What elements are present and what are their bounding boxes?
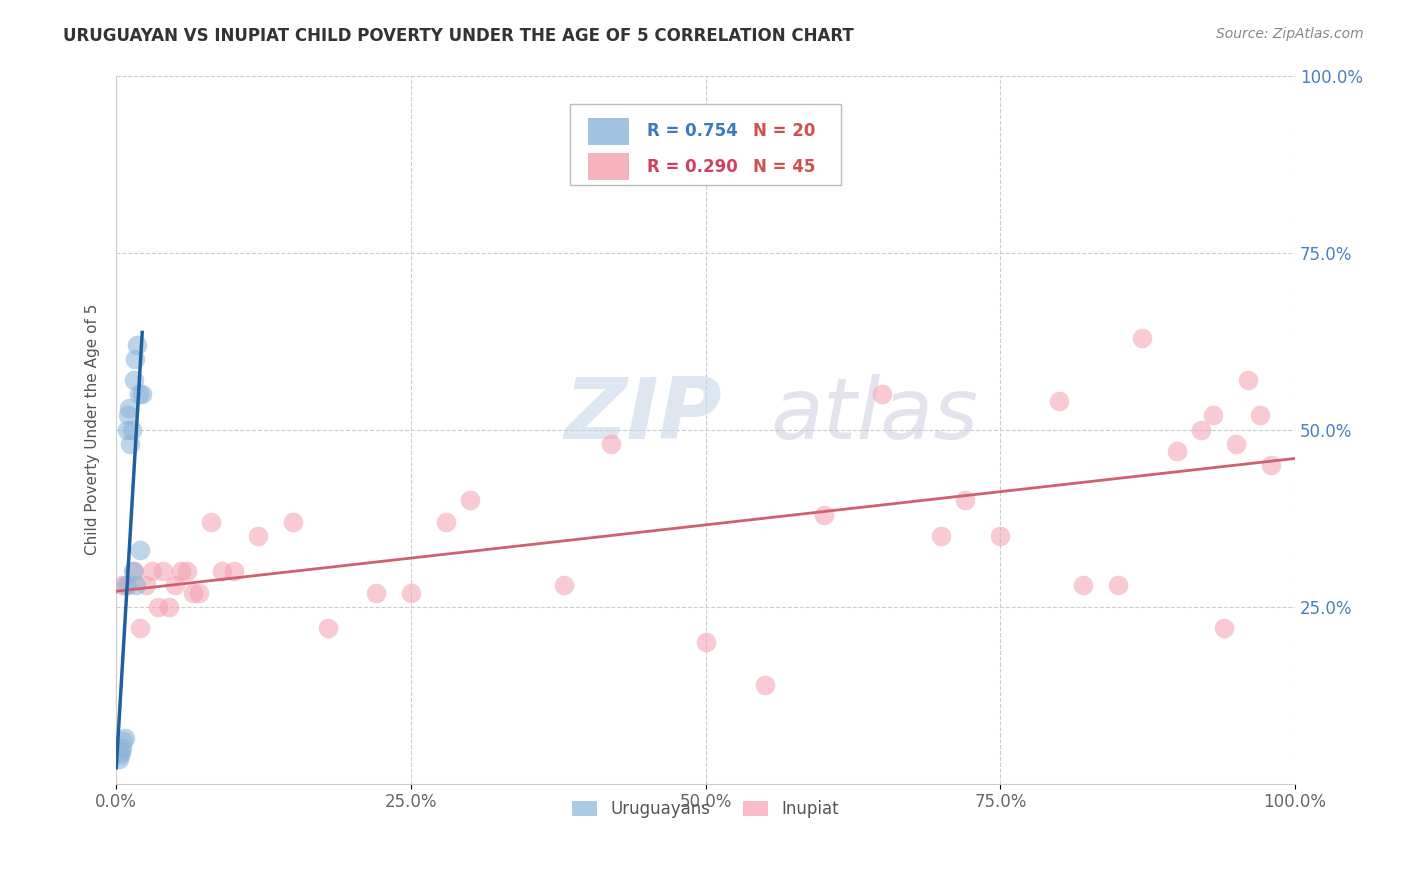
Point (553, 578, 575, 592)
Point (600, 437, 623, 451)
Point (125, 578, 148, 592)
Point (146, 599, 169, 614)
Point (117, 409, 139, 423)
Point (872, 387, 894, 401)
Point (1225, 437, 1247, 451)
Point (111, 741, 134, 756)
Point (127, 337, 149, 351)
Point (176, 564, 198, 578)
Point (813, 508, 835, 522)
Point (128, 621, 150, 635)
Point (754, 677, 776, 691)
Point (1047, 394, 1070, 409)
Text: Source: ZipAtlas.com: Source: ZipAtlas.com (1216, 27, 1364, 41)
Point (114, 578, 136, 592)
Point (135, 578, 157, 592)
Point (114, 731, 136, 745)
Point (953, 493, 976, 508)
Point (1213, 621, 1236, 635)
Text: ZIP: ZIP (564, 374, 721, 457)
Point (108, 748, 131, 763)
Point (931, 529, 953, 543)
Point (128, 543, 150, 558)
Point (1249, 409, 1271, 423)
Text: R = 0.754: R = 0.754 (647, 122, 738, 140)
Y-axis label: Child Poverty Under the Age of 5: Child Poverty Under the Age of 5 (86, 304, 100, 556)
Legend: Uruguayans, Inupiat: Uruguayans, Inupiat (565, 794, 846, 825)
Text: URUGUAYAN VS INUPIAT CHILD POVERTY UNDER THE AGE OF 5 CORRELATION CHART: URUGUAYAN VS INUPIAT CHILD POVERTY UNDER… (63, 27, 853, 45)
Point (141, 564, 163, 578)
Point (1166, 443, 1188, 458)
Point (165, 578, 187, 592)
Point (1071, 578, 1094, 592)
Point (988, 529, 1011, 543)
Point (117, 578, 139, 592)
Text: N = 20: N = 20 (752, 122, 815, 140)
Point (399, 585, 422, 599)
Point (1237, 373, 1260, 387)
Point (434, 515, 457, 529)
Point (124, 351, 146, 366)
Point (111, 578, 134, 592)
Point (1130, 330, 1153, 344)
Text: N = 45: N = 45 (752, 158, 815, 176)
Point (1260, 458, 1282, 472)
Point (224, 564, 246, 578)
Point (121, 564, 143, 578)
Point (1201, 409, 1223, 423)
Point (131, 387, 153, 401)
Point (1189, 423, 1212, 437)
Point (112, 734, 135, 748)
Text: R = 0.290: R = 0.290 (647, 158, 738, 176)
Point (281, 515, 304, 529)
Point (122, 373, 145, 387)
Point (122, 564, 145, 578)
Point (157, 599, 180, 614)
Point (118, 401, 141, 416)
Point (110, 745, 132, 759)
Point (107, 752, 129, 766)
Point (1107, 578, 1129, 592)
Point (128, 387, 150, 401)
Point (121, 423, 143, 437)
Point (120, 437, 142, 451)
FancyBboxPatch shape (588, 153, 628, 180)
Point (695, 635, 717, 649)
Point (211, 564, 233, 578)
Point (115, 423, 138, 437)
Point (187, 585, 209, 599)
FancyBboxPatch shape (588, 118, 628, 145)
Point (364, 585, 387, 599)
Point (152, 564, 174, 578)
Point (170, 564, 193, 578)
Point (200, 515, 222, 529)
Point (458, 493, 481, 508)
Point (318, 621, 340, 635)
Text: atlas: atlas (770, 374, 979, 457)
Point (246, 529, 269, 543)
Point (181, 585, 204, 599)
FancyBboxPatch shape (569, 103, 841, 186)
